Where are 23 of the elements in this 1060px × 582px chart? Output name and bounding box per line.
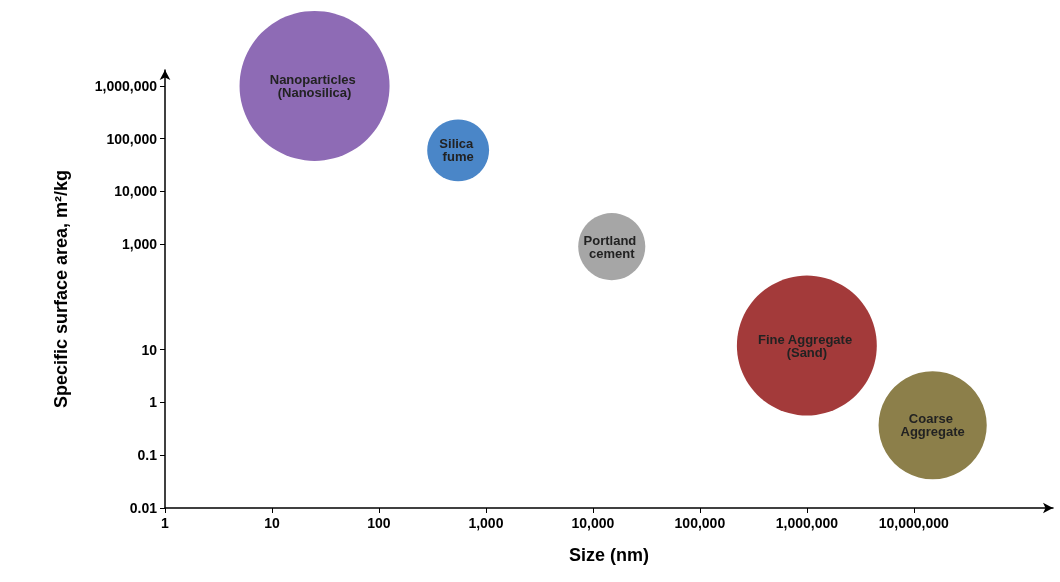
x-tick-label: 1,000,000 [775,515,839,531]
x-tick-label: 10 [264,515,280,531]
y-tick-label: 10,000 [114,183,158,200]
series-label: Coarse Aggregate [900,411,965,440]
series-label: Silica fume [439,136,477,165]
x-tick-label: 10,000 [571,515,615,531]
y-tick-label: 10 [141,341,158,358]
series-label: Portland cement [583,232,640,261]
x-tick-label: 10,000,000 [878,515,950,531]
y-tick-label: 1 [149,394,158,411]
y-axis-title: Specific surface area, m²/kg [51,169,71,409]
x-axis-title: Size (nm) [568,545,650,565]
y-tick-label: 1,000,000 [94,77,158,94]
x-tick-label: 1,000 [468,515,504,531]
x-tick-label: 1 [161,515,170,531]
series-label: Fine Aggregate (Sand) [757,331,856,360]
y-tick-label: 1,000 [121,236,158,253]
y-tick-label: 0.1 [137,447,158,464]
x-tick-label: 100,000 [674,515,726,531]
y-tick-label: 100,000 [106,130,158,147]
x-tick-label: 100 [367,515,391,531]
series-label: Nanoparticles (Nanosilica) [269,71,360,100]
y-tick-label: 0.01 [129,500,158,516]
